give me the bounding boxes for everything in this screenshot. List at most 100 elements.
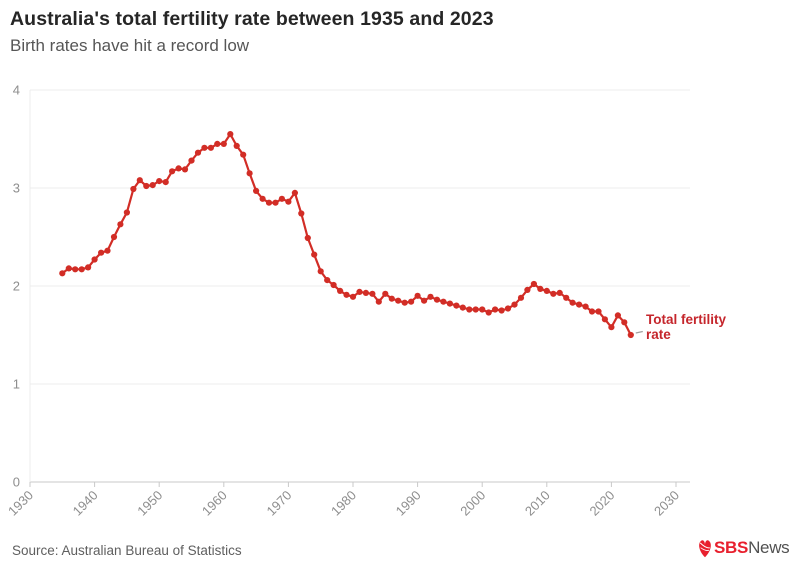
data-point	[627, 331, 634, 339]
data-point	[504, 305, 512, 312]
data-point	[85, 264, 92, 271]
x-tick-label: 2020	[586, 488, 617, 519]
data-point	[369, 290, 376, 297]
series-annotation-line1: Total fertility	[646, 312, 727, 327]
data-point	[136, 177, 143, 184]
sbs-mercator-icon	[699, 539, 711, 557]
data-point	[356, 288, 363, 295]
data-point	[156, 178, 163, 185]
data-point	[621, 319, 628, 326]
data-point	[569, 299, 576, 306]
data-point	[162, 179, 169, 186]
x-tick-label: 1980	[328, 488, 359, 519]
data-point	[459, 304, 466, 311]
data-point	[517, 294, 525, 301]
data-point	[259, 195, 266, 202]
data-point	[278, 195, 285, 202]
data-point	[440, 298, 447, 305]
data-point	[563, 294, 570, 301]
data-point	[582, 303, 589, 310]
data-point	[104, 247, 111, 254]
data-point	[188, 157, 195, 164]
data-point	[78, 266, 85, 273]
data-point	[98, 249, 105, 256]
data-point	[130, 185, 137, 193]
x-tick-label: 1990	[393, 488, 424, 519]
data-point	[492, 306, 499, 313]
data-point	[227, 131, 234, 138]
data-point	[343, 291, 350, 298]
data-point	[530, 280, 538, 288]
data-point	[117, 221, 124, 228]
data-point	[485, 309, 492, 316]
series-annotation: Total fertility rate	[646, 312, 756, 342]
data-point	[608, 324, 615, 331]
data-point	[337, 287, 344, 294]
data-point	[72, 266, 79, 273]
data-point	[194, 149, 202, 156]
data-point	[349, 293, 357, 300]
data-point	[233, 142, 240, 149]
x-tick-label: 1940	[70, 488, 101, 519]
data-point	[291, 189, 298, 196]
data-point	[123, 209, 130, 216]
data-point	[498, 307, 505, 314]
y-tick-label: 4	[13, 83, 20, 98]
y-tick-label: 0	[13, 475, 20, 490]
x-tick-label: 1970	[263, 488, 294, 519]
y-tick-label: 3	[13, 181, 20, 196]
data-point	[304, 234, 311, 242]
data-point	[543, 287, 550, 294]
data-point	[272, 199, 279, 206]
data-point	[466, 306, 473, 313]
chart-subtitle: Birth rates have hit a record low	[10, 36, 250, 55]
x-tick-label: 2000	[457, 488, 488, 519]
data-point	[181, 166, 189, 173]
data-point	[201, 144, 208, 151]
x-tick-label: 1930	[5, 488, 36, 519]
data-point	[576, 301, 583, 308]
data-point	[298, 210, 305, 217]
data-point	[317, 268, 324, 275]
data-point	[382, 290, 389, 297]
data-point	[427, 293, 434, 300]
data-point	[472, 306, 479, 313]
data-point	[59, 270, 66, 277]
data-point	[253, 187, 260, 194]
data-point	[537, 285, 544, 292]
data-point	[524, 286, 531, 293]
annotation-leader	[635, 330, 643, 334]
data-point	[479, 306, 486, 313]
fertility-line-chart: 0 1 2 3 4 1930 1940 1950 1960 1970 1980 1990 2000 201…	[5, 83, 690, 519]
data-point	[169, 168, 176, 175]
data-point	[149, 182, 156, 189]
data-point	[414, 292, 421, 299]
data-point	[362, 289, 369, 296]
data-point	[446, 300, 453, 307]
data-point	[453, 302, 460, 309]
data-point	[614, 312, 622, 319]
data-point	[285, 198, 292, 205]
news-logo-text: News	[748, 538, 790, 557]
data-point	[588, 308, 596, 315]
data-point	[240, 151, 247, 158]
series-line	[61, 133, 632, 337]
sbs-news-logo: SBS News	[697, 536, 790, 560]
data-point	[408, 298, 415, 305]
sbs-logo-text: SBS	[714, 538, 749, 557]
data-point	[395, 297, 402, 304]
x-tick-label: 1960	[199, 488, 230, 519]
data-point	[550, 290, 557, 297]
data-point	[556, 289, 563, 296]
data-point	[220, 140, 227, 147]
data-point	[330, 281, 337, 289]
data-point	[401, 299, 408, 306]
data-point	[433, 296, 441, 303]
page-title: Australia's total fertility rate between…	[10, 8, 494, 30]
data-point	[595, 308, 602, 315]
data-point	[175, 165, 182, 172]
data-point	[324, 277, 331, 284]
data-point	[601, 316, 609, 323]
data-point	[421, 297, 428, 304]
